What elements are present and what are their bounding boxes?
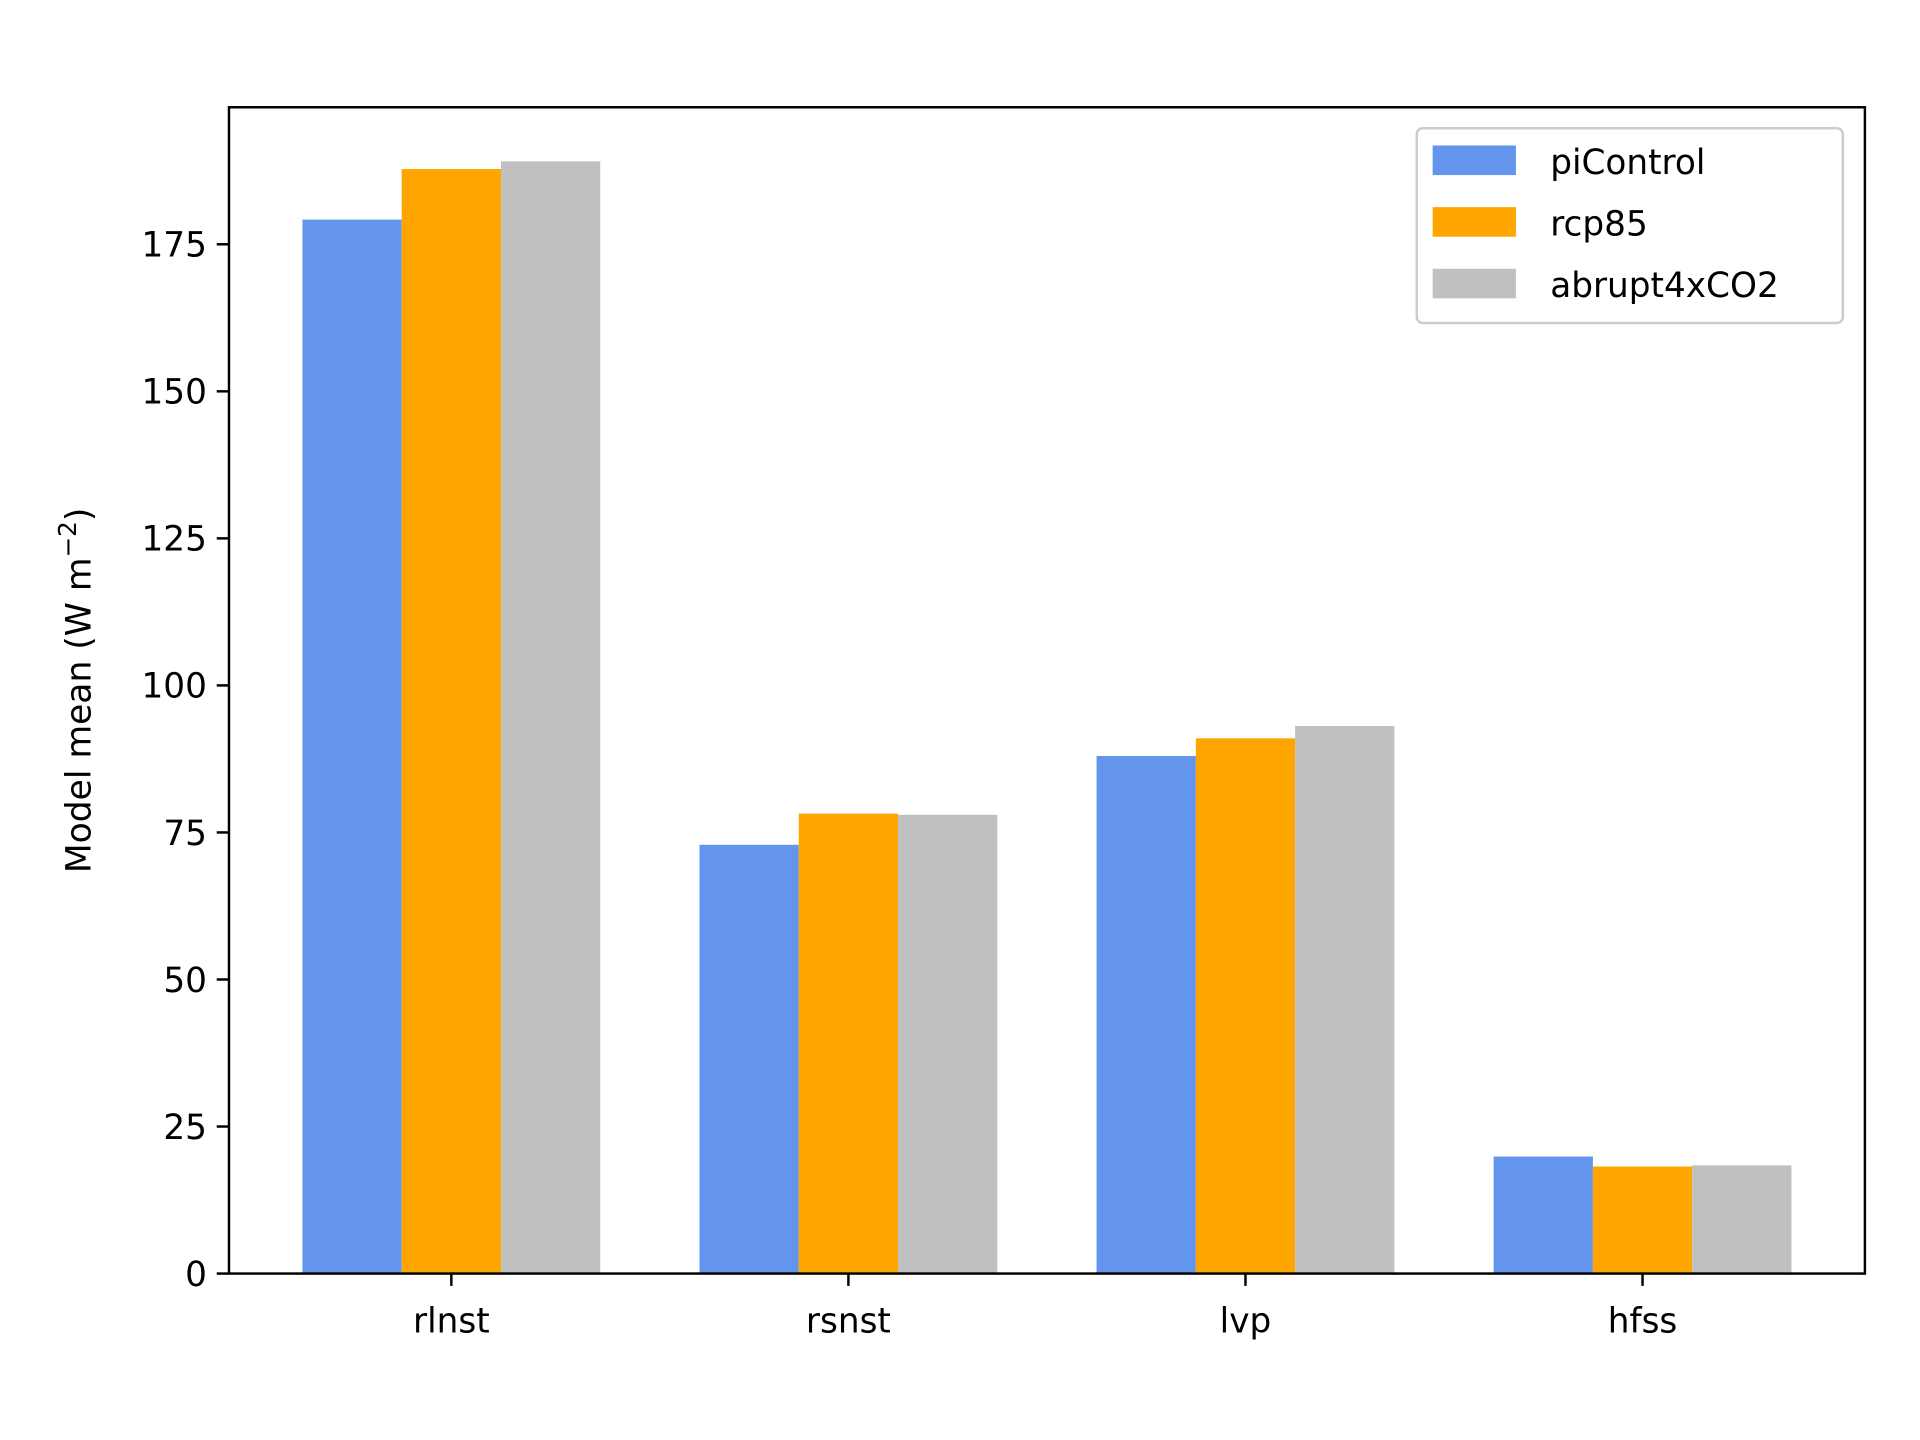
- bar-rcp85-lvp: [1195, 738, 1296, 1274]
- x-tick-label: lvp: [1220, 1302, 1272, 1342]
- x-tick-label: hfss: [1608, 1302, 1678, 1342]
- legend-swatch-piControl: [1432, 145, 1516, 176]
- bar-rcp85-hfss: [1592, 1166, 1693, 1274]
- legend: piControl rcp85 abrupt4xCO2: [1415, 126, 1845, 325]
- y-tick-label: 75: [163, 814, 207, 854]
- bar-rcp85-rsnst: [798, 813, 899, 1274]
- y-axis: 0 25 50 75 100 125 150 175: [142, 226, 229, 1295]
- bar-piControl-rlnst: [302, 219, 402, 1274]
- legend-label-piControl: piControl: [1550, 143, 1705, 183]
- bar-piControl-rsnst: [699, 844, 799, 1274]
- y-tick-label: 100: [142, 667, 207, 707]
- y-tick-label: 50: [163, 961, 207, 1001]
- legend-label-rcp85: rcp85: [1550, 204, 1648, 244]
- bar-abrupt4xCO2-rsnst: [898, 814, 998, 1274]
- y-tick-label: 175: [142, 226, 207, 266]
- bar-rcp85-rlnst: [401, 169, 501, 1274]
- bar-piControl-hfss: [1493, 1156, 1593, 1274]
- x-tick-label: rlnst: [413, 1302, 490, 1342]
- x-axis: rlnst rsnst lvp hfss: [413, 1273, 1678, 1342]
- bar-abrupt4xCO2-hfss: [1692, 1165, 1792, 1274]
- x-tick-label: rsnst: [806, 1302, 891, 1342]
- legend-swatch-abrupt4xCO2: [1432, 268, 1516, 299]
- bar-abrupt4xCO2-lvp: [1295, 725, 1395, 1274]
- y-tick-label: 125: [142, 520, 207, 560]
- bar-abrupt4xCO2-rlnst: [500, 161, 601, 1274]
- y-tick-label: 150: [142, 373, 207, 413]
- y-tick-label: 25: [163, 1108, 207, 1148]
- bars: [302, 161, 1792, 1274]
- axes-frame: [227, 106, 1867, 1275]
- legend-label-abrupt4xCO2: abrupt4xCO2: [1550, 266, 1779, 306]
- legend-frame: [1415, 126, 1845, 325]
- y-tick-label: 0: [185, 1255, 207, 1295]
- bar-piControl-lvp: [1096, 755, 1196, 1274]
- y-axis-label: Model mean (W m−2): [53, 508, 100, 873]
- legend-swatch-rcp85: [1432, 207, 1516, 237]
